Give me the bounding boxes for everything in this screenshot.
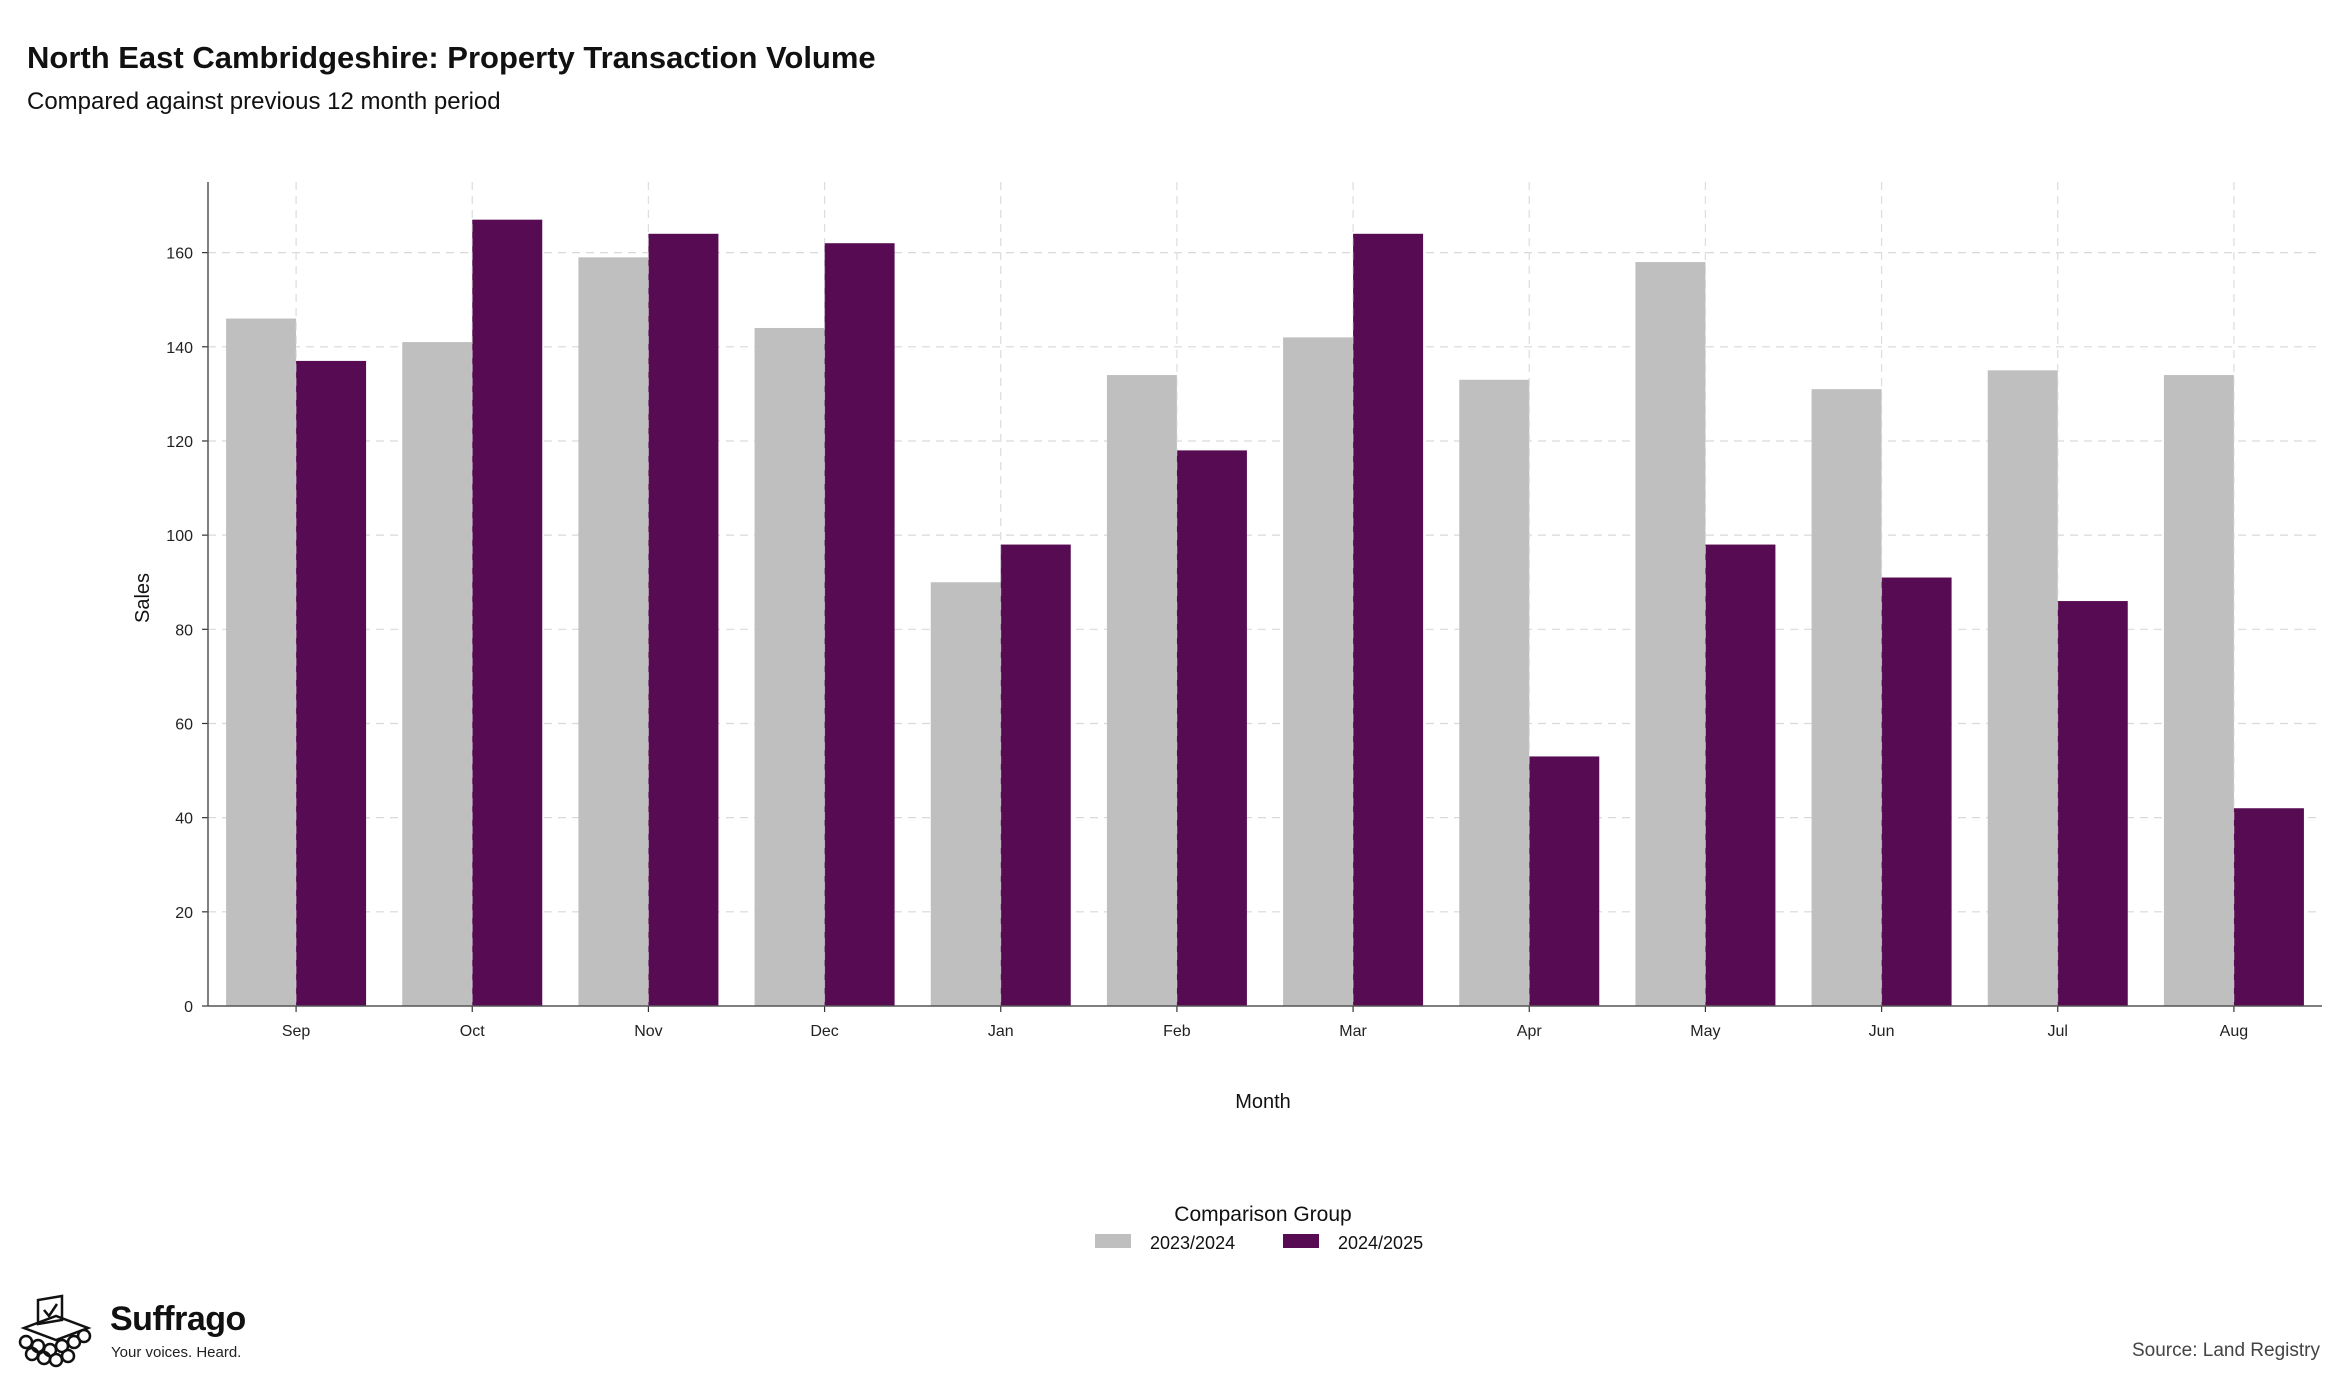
bar-2023-2024-dec bbox=[754, 327, 825, 1007]
bar-2023-2024-jul bbox=[1987, 370, 2058, 1006]
chart-title: North East Cambridgeshire: Property Tran… bbox=[27, 40, 876, 75]
brand-name: Suffrago bbox=[110, 1300, 246, 1338]
x-tick-label: Jul bbox=[2048, 1023, 2068, 1040]
bar-2023-2024-oct bbox=[402, 342, 473, 1006]
bar-2024-2025-jan bbox=[1000, 544, 1071, 1006]
y-tick-label: 40 bbox=[175, 811, 193, 828]
bar-2023-2024-mar bbox=[1283, 337, 1354, 1007]
x-tick-label: Oct bbox=[460, 1023, 485, 1040]
y-tick-label: 20 bbox=[175, 905, 193, 922]
bar-2023-2024-aug bbox=[2163, 375, 2234, 1007]
axes bbox=[202, 182, 2322, 1012]
y-tick-label: 60 bbox=[175, 716, 193, 733]
x-tick-label: Apr bbox=[1517, 1023, 1543, 1040]
bar-2024-2025-mar bbox=[1353, 233, 1424, 1006]
bar-2024-2025-nov bbox=[648, 233, 719, 1006]
bar-2024-2025-jul bbox=[2057, 601, 2128, 1006]
y-axis-title: Sales bbox=[132, 573, 154, 623]
chart-subtitle: Compared against previous 12 month perio… bbox=[27, 88, 501, 115]
y-tick-label: 80 bbox=[175, 622, 193, 639]
bar-2023-2024-apr bbox=[1459, 379, 1530, 1006]
x-tick-label: May bbox=[1690, 1023, 1720, 1040]
x-tick-label: Jun bbox=[1869, 1023, 1895, 1040]
y-tick-label: 160 bbox=[166, 246, 193, 263]
bar-2024-2025-apr bbox=[1529, 756, 1600, 1006]
x-tick-label: Jan bbox=[988, 1023, 1014, 1040]
bar-2023-2024-nov bbox=[578, 257, 649, 1006]
x-tick-label: Mar bbox=[1339, 1023, 1367, 1040]
bar-2023-2024-may bbox=[1635, 262, 1706, 1006]
x-tick-label: Feb bbox=[1163, 1023, 1191, 1040]
legend-label: 2024/2025 bbox=[1338, 1233, 1423, 1253]
bar-2024-2025-may bbox=[1705, 544, 1776, 1006]
y-tick-label: 0 bbox=[184, 999, 193, 1016]
legend-swatch bbox=[1283, 1234, 1319, 1248]
x-tick-label: Aug bbox=[2220, 1023, 2248, 1040]
bar-2023-2024-jun bbox=[1811, 389, 1882, 1007]
x-axis-title: Month bbox=[1235, 1091, 1291, 1113]
bar-2024-2025-oct bbox=[472, 219, 543, 1006]
x-tick-label: Dec bbox=[810, 1023, 838, 1040]
bar-2023-2024-sep bbox=[226, 318, 297, 1006]
bar-2024-2025-aug bbox=[2233, 808, 2304, 1006]
bar-2024-2025-dec bbox=[824, 243, 895, 1006]
source-note: Source: Land Registry bbox=[2132, 1340, 2320, 1361]
y-tick-label: 100 bbox=[166, 528, 193, 545]
y-tick-label: 140 bbox=[166, 340, 193, 357]
legend-swatch bbox=[1095, 1234, 1131, 1248]
bar-2023-2024-jan bbox=[930, 582, 1001, 1006]
brand-tagline: Your voices. Heard. bbox=[111, 1344, 242, 1361]
legend-label: 2023/2024 bbox=[1150, 1233, 1235, 1253]
bars bbox=[226, 182, 2304, 1007]
ballot-box-icon bbox=[18, 1294, 92, 1368]
tick-labels: 0 20 40 60 80 100 120 140 160 Sep Oct Nov Dec Jan Feb M… bbox=[166, 246, 2248, 1040]
bar-2024-2025-jun bbox=[1881, 577, 1952, 1006]
y-tick-label: 120 bbox=[166, 434, 193, 451]
legend-title: Comparison Group bbox=[1174, 1203, 1351, 1226]
legend: Comparison Group 2023/2024 2024/2025 bbox=[1095, 1203, 1423, 1253]
bar-2024-2025-sep bbox=[296, 360, 367, 1006]
bar-2023-2024-feb bbox=[1106, 375, 1177, 1007]
x-tick-label: Sep bbox=[282, 1023, 311, 1040]
x-tick-label: Nov bbox=[634, 1023, 662, 1040]
bar-2024-2025-feb bbox=[1176, 450, 1247, 1007]
